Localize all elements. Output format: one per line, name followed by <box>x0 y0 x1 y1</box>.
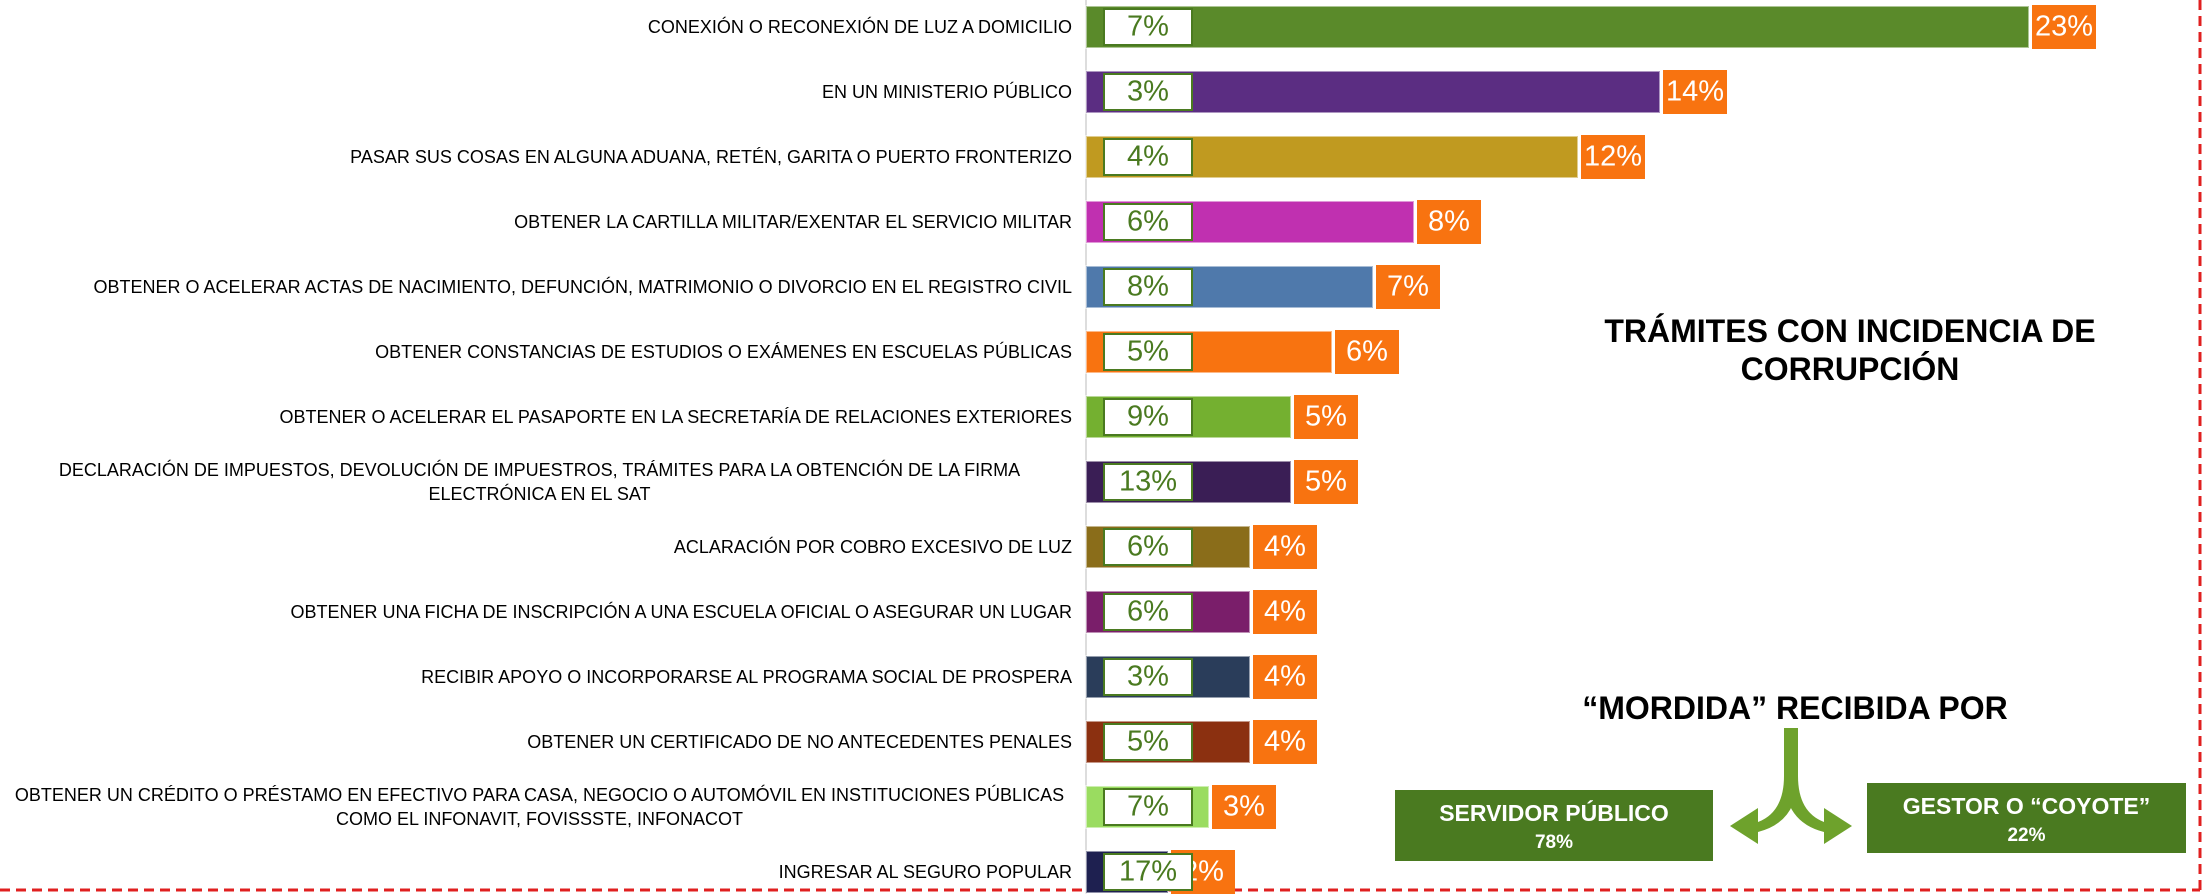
inner-label: 3% <box>1127 76 1169 108</box>
inner-box <box>1103 333 1193 371</box>
inner-box <box>1103 138 1193 176</box>
category-label: RECIBIR APOYO O INCORPORARSE AL PROGRAMA… <box>421 665 1072 689</box>
category-text: OBTENER CONSTANCIAS DE ESTUDIOS O EXÁMEN… <box>375 342 1072 362</box>
category-label: OBTENER UNA FICHA DE INSCRIPCIÓN A UNA E… <box>290 600 1072 624</box>
bar <box>1085 5 2030 49</box>
category-label: OBTENER UN CRÉDITO O PRÉSTAMO EN EFECTIV… <box>7 783 1072 831</box>
category-text: OBTENER LA CARTILLA MILITAR/EXENTAR EL S… <box>514 212 1072 232</box>
inner-box <box>1103 8 1193 46</box>
value-label-bg <box>1417 200 1481 244</box>
panel-title: TRÁMITES CON INCIDENCIA DE CORRUPCIÓN <box>1604 313 2096 387</box>
inner-box <box>1103 658 1193 696</box>
category-text: OBTENER O ACELERAR EL PASAPORTE EN LA SE… <box>279 407 1072 427</box>
category-label: OBTENER O ACELERAR EL PASAPORTE EN LA SE… <box>279 405 1072 429</box>
category-text: RECIBIR APOYO O INCORPORARSE AL PROGRAMA… <box>421 667 1072 687</box>
inner-box <box>1103 268 1193 306</box>
inner-label: 17% <box>1119 856 1177 888</box>
value-label: 6% <box>1346 336 1388 368</box>
value-label: 5% <box>1305 466 1347 498</box>
inner-label: 3% <box>1127 661 1169 693</box>
annotation-box <box>1867 783 2186 853</box>
category-text: OBTENER O ACELERAR ACTAS DE NACIMIENTO, … <box>93 277 1072 297</box>
inner-box <box>1103 853 1193 891</box>
value-label-bg <box>1253 590 1317 634</box>
value-label-bg <box>1663 70 1727 114</box>
value-label: 12% <box>1584 141 1642 173</box>
value-label: 7% <box>1387 271 1429 303</box>
inner-label: 6% <box>1127 531 1169 563</box>
category-text: OBTENER UN CRÉDITO O PRÉSTAMO EN EFECTIV… <box>14 785 1065 829</box>
value-label-bg <box>1294 460 1358 504</box>
value-label-bg <box>1294 395 1358 439</box>
value-label-bg <box>1253 525 1317 569</box>
annotation-box <box>1395 790 1713 861</box>
category-label: EN UN MINISTERIO PÚBLICO <box>822 80 1072 104</box>
panel-subtitle: “MORDIDA” RECIBIDA POR <box>1582 690 2008 726</box>
inner-box <box>1103 73 1193 111</box>
annotation-box-label: SERVIDOR PÚBLICO <box>1439 799 1669 826</box>
category-label: OBTENER UN CERTIFICADO DE NO ANTECEDENTE… <box>527 730 1072 754</box>
category-label: PASAR SUS COSAS EN ALGUNA ADUANA, RETÉN,… <box>350 145 1072 169</box>
inner-label: 6% <box>1127 596 1169 628</box>
inner-box <box>1103 203 1193 241</box>
inner-label: 4% <box>1127 141 1169 173</box>
value-label: 5% <box>1305 401 1347 433</box>
inner-label: 5% <box>1127 726 1169 758</box>
category-text: OBTENER UNA FICHA DE INSCRIPCIÓN A UNA E… <box>290 602 1072 622</box>
inner-label: 8% <box>1127 271 1169 303</box>
inner-box <box>1103 788 1193 826</box>
category-label: OBTENER LA CARTILLA MILITAR/EXENTAR EL S… <box>514 210 1072 234</box>
value-label-bg <box>2032 5 2096 49</box>
value-label-bg <box>1581 135 1645 179</box>
annotation-box-value: 78% <box>1535 832 1573 853</box>
annotation-box-value: 22% <box>2007 825 2045 846</box>
category-text: OBTENER UN CERTIFICADO DE NO ANTECEDENTE… <box>527 732 1072 752</box>
inner-label: 5% <box>1127 336 1169 368</box>
value-label-bg <box>1212 785 1276 829</box>
inner-box <box>1103 723 1193 761</box>
value-label: 23% <box>2035 11 2093 43</box>
value-label: 8% <box>1428 206 1470 238</box>
value-label-bg <box>1253 720 1317 764</box>
inner-label: 7% <box>1127 11 1169 43</box>
value-label: 4% <box>1264 531 1306 563</box>
value-label: 4% <box>1264 596 1306 628</box>
category-label: ACLARACIÓN POR COBRO EXCESIVO DE LUZ <box>674 535 1072 559</box>
value-label: 4% <box>1264 726 1306 758</box>
value-label-bg <box>1253 655 1317 699</box>
category-text: INGRESAR AL SEGURO POPULAR <box>778 862 1072 882</box>
inner-label: 9% <box>1127 401 1169 433</box>
category-label: OBTENER CONSTANCIAS DE ESTUDIOS O EXÁMEN… <box>375 340 1072 364</box>
category-label: OBTENER O ACELERAR ACTAS DE NACIMIENTO, … <box>94 275 1072 299</box>
category-text: PASAR SUS COSAS EN ALGUNA ADUANA, RETÉN,… <box>350 147 1072 167</box>
value-label: 4% <box>1264 661 1306 693</box>
inner-box <box>1103 398 1193 436</box>
category-label: CONEXIÓN O RECONEXIÓN DE LUZ A DOMICILIO <box>648 15 1072 39</box>
category-label: INGRESAR AL SEGURO POPULAR <box>779 860 1072 884</box>
value-label: 3% <box>1223 791 1265 823</box>
category-text: DECLARACIÓN DE IMPUESTOS, DEVOLUCIÓN DE … <box>58 460 1021 504</box>
inner-box <box>1103 593 1193 631</box>
category-text: EN UN MINISTERIO PÚBLICO <box>821 82 1072 102</box>
value-label-bg <box>1376 265 1440 309</box>
inner-label: 7% <box>1127 791 1169 823</box>
annotation-box-label: GESTOR O “COYOTE” <box>1903 793 2151 819</box>
inner-box <box>1103 528 1193 566</box>
value-label: 14% <box>1666 76 1724 108</box>
inner-box <box>1103 463 1193 501</box>
category-label: DECLARACIÓN DE IMPUESTOS, DEVOLUCIÓN DE … <box>7 458 1072 506</box>
inner-label: 13% <box>1119 466 1177 498</box>
category-text: CONEXIÓN O RECONEXIÓN DE LUZ A DOMICILIO <box>647 17 1072 37</box>
value-label-bg <box>1335 330 1399 374</box>
category-text: ACLARACIÓN POR COBRO EXCESIVO DE LUZ <box>673 537 1072 557</box>
inner-label: 6% <box>1127 206 1169 238</box>
fork-arrow <box>1730 728 1852 844</box>
